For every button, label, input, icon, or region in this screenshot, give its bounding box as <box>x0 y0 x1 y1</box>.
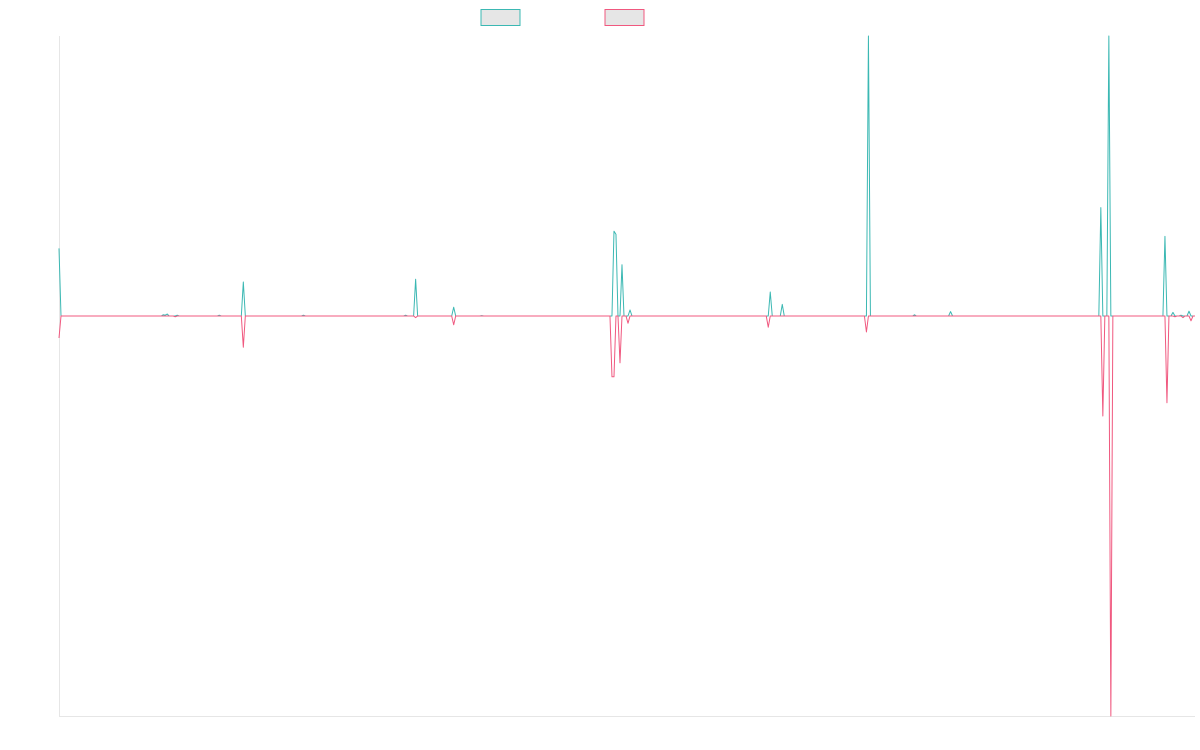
legend <box>480 9 645 26</box>
legend-item-1[interactable] <box>480 9 521 26</box>
series-line-2 <box>58 315 1195 717</box>
axes <box>59 36 1195 717</box>
legend-swatch-2 <box>604 9 645 26</box>
plot-area <box>58 35 1195 717</box>
legend-swatch-1 <box>480 9 521 26</box>
series-line-1 <box>58 35 1195 317</box>
legend-item-2[interactable] <box>604 9 645 26</box>
